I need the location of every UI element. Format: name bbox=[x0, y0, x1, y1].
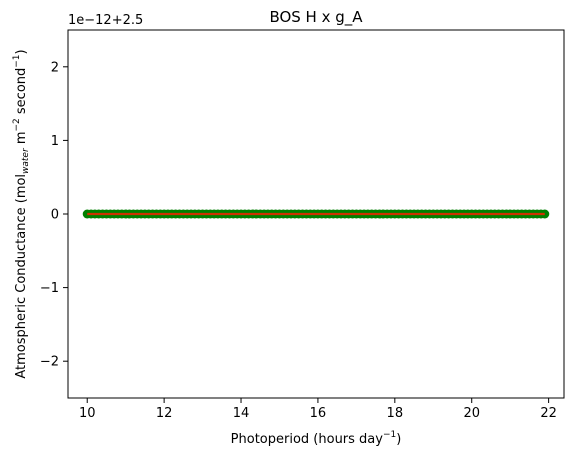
y-axis: −2 −1 0 1 2 bbox=[40, 60, 68, 370]
x-tick-label: 10 bbox=[79, 406, 96, 421]
x-axis-label: Photoperiod (hours day−1) bbox=[231, 430, 402, 447]
x-tick-label: 18 bbox=[387, 406, 404, 421]
x-tick-label: 12 bbox=[156, 406, 173, 421]
y-tick-label: 2 bbox=[51, 60, 59, 75]
scatter-point bbox=[540, 209, 550, 219]
x-tick-label: 22 bbox=[540, 406, 557, 421]
chart-title: BOS H x g_A bbox=[269, 8, 363, 27]
y-tick-label: −2 bbox=[40, 355, 59, 370]
y-tick-label: −1 bbox=[40, 281, 59, 296]
x-tick-label: 14 bbox=[233, 406, 250, 421]
y-axis-label: Atmospheric Conductance (molwater m−2 se… bbox=[12, 49, 31, 378]
x-tick-label: 20 bbox=[463, 406, 480, 421]
y-tick-label: 1 bbox=[51, 134, 59, 149]
x-axis: 10 12 14 16 18 20 22 bbox=[79, 398, 557, 421]
plot-area bbox=[82, 209, 550, 219]
x-tick-label: 16 bbox=[310, 406, 327, 421]
y-offset-label: 1e−12+2.5 bbox=[68, 13, 143, 28]
y-tick-label: 0 bbox=[51, 208, 59, 223]
